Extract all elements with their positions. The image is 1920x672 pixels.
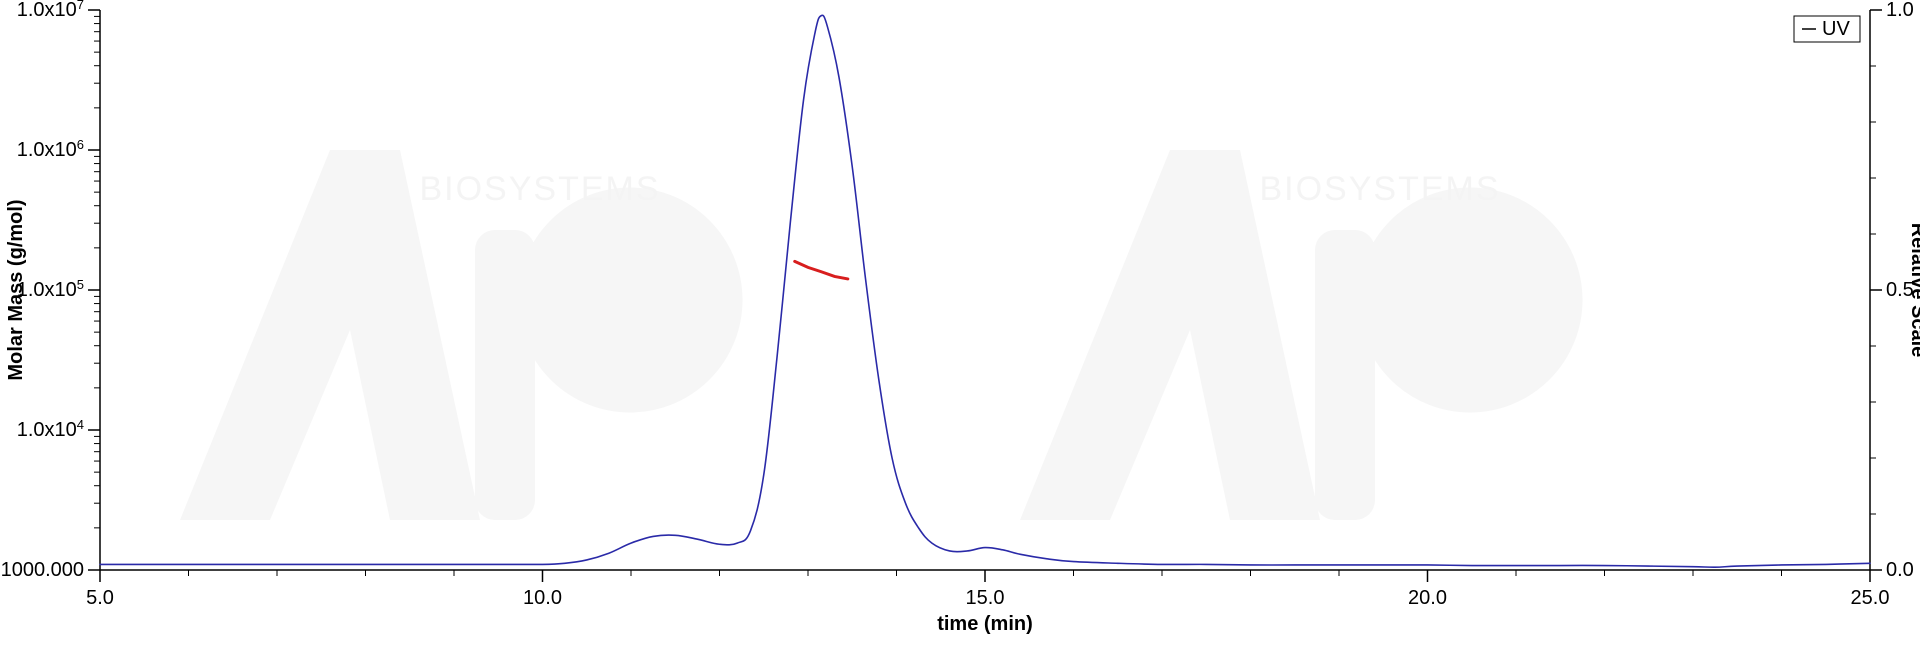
y-left-tick-label: 1000.000 xyxy=(1,559,84,581)
x-tick-label: 20.0 xyxy=(1408,587,1447,609)
x-tick-label: 10.0 xyxy=(523,587,562,609)
y-right-axis-ticks: 0.00.51.0Relative Scale xyxy=(1870,0,1920,581)
y-right-tick-label: 1.0 xyxy=(1886,0,1914,21)
watermark-group: BIOSYSTEMS BIOSYSTEMS xyxy=(180,150,1555,520)
y-right-axis-label: Relative Scale xyxy=(1907,223,1920,358)
x-axis-label: time (min) xyxy=(937,613,1033,635)
y-right-tick-label: 0.0 xyxy=(1886,559,1914,581)
x-tick-label: 15.0 xyxy=(966,587,1005,609)
y-left-tick-label: 1.0x107 xyxy=(17,0,84,21)
chart-svg: BIOSYSTEMS BIOSYSTEMS 5.0 10.0 15.0 20.0 25.0 t… xyxy=(0,0,1920,672)
legend: UV xyxy=(1794,16,1860,42)
y-left-tick-label: 1.0x104 xyxy=(17,417,84,442)
y-left-tick-label: 1.0x106 xyxy=(17,137,84,162)
legend-label: UV xyxy=(1822,18,1850,40)
x-tick-label: 5.0 xyxy=(86,587,114,609)
x-tick-label: 25.0 xyxy=(1851,587,1890,609)
watermark-text: BIOSYSTEMS xyxy=(1259,170,1500,208)
watermark-text: BIOSYSTEMS xyxy=(419,170,660,208)
molar-mass-trace xyxy=(795,261,848,278)
y-left-axis-label: Molar Mass (g/mol) xyxy=(5,199,27,380)
x-axis-ticks: 5.0 10.0 15.0 20.0 25.0 time (min) xyxy=(86,570,1889,635)
y-left-axis-ticks: 1000.0001.0x1041.0x1051.0x1061.0x107Mola… xyxy=(1,0,100,581)
chromatogram-chart: BIOSYSTEMS BIOSYSTEMS 5.0 10.0 15.0 20.0 25.0 t… xyxy=(0,0,1920,672)
